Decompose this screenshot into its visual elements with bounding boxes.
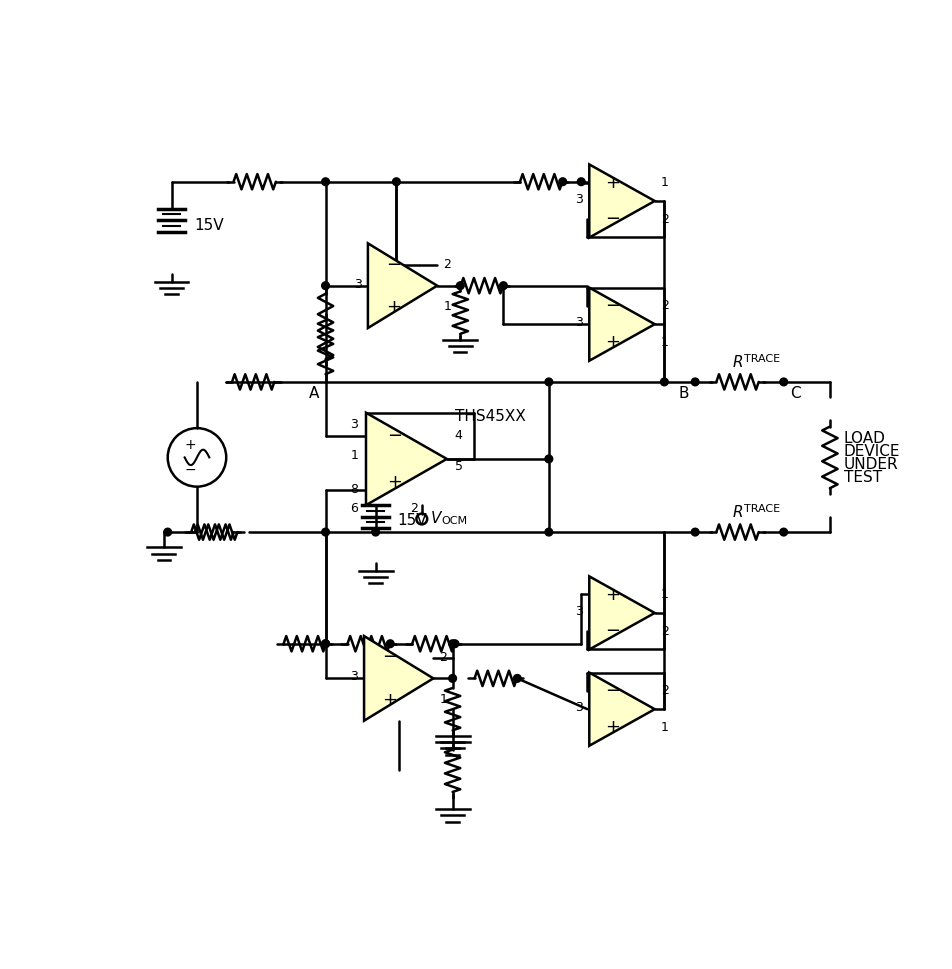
- Text: TRACE: TRACE: [743, 354, 779, 363]
- Polygon shape: [588, 577, 654, 649]
- Text: −: −: [185, 463, 196, 477]
- Text: −: −: [605, 210, 620, 229]
- Text: 3: 3: [575, 193, 583, 206]
- Text: 3: 3: [353, 278, 362, 291]
- Text: A: A: [308, 386, 319, 401]
- Text: LOAD: LOAD: [843, 430, 884, 446]
- Text: +: +: [605, 585, 620, 604]
- Text: 1: 1: [660, 588, 668, 601]
- Polygon shape: [366, 413, 446, 505]
- Circle shape: [690, 378, 698, 386]
- Polygon shape: [367, 243, 437, 328]
- Circle shape: [779, 528, 786, 536]
- Text: 1: 1: [443, 300, 450, 313]
- Circle shape: [392, 178, 400, 186]
- Circle shape: [577, 178, 585, 186]
- Text: R: R: [731, 356, 742, 370]
- Text: 3: 3: [575, 605, 583, 618]
- Circle shape: [779, 378, 786, 386]
- Text: 3: 3: [575, 316, 583, 329]
- Text: B: B: [678, 386, 688, 401]
- Circle shape: [448, 674, 456, 682]
- Text: 2: 2: [660, 625, 668, 638]
- Text: 6: 6: [350, 503, 358, 516]
- Text: +: +: [185, 438, 196, 453]
- Text: +: +: [605, 173, 620, 192]
- Text: −: −: [387, 426, 402, 445]
- Text: TEST: TEST: [843, 470, 881, 484]
- Text: +: +: [387, 473, 402, 491]
- Text: 2: 2: [439, 651, 446, 664]
- Text: UNDER: UNDER: [843, 456, 898, 472]
- Circle shape: [660, 378, 667, 386]
- Text: 2: 2: [660, 213, 668, 226]
- Circle shape: [545, 378, 552, 386]
- Circle shape: [322, 640, 329, 647]
- Text: 4: 4: [454, 429, 462, 442]
- Text: 15V: 15V: [194, 218, 224, 234]
- Polygon shape: [588, 672, 654, 746]
- Circle shape: [545, 455, 552, 463]
- Text: R: R: [731, 505, 742, 520]
- Text: THS45XX: THS45XX: [454, 409, 525, 424]
- Circle shape: [499, 282, 506, 290]
- Circle shape: [690, 528, 698, 536]
- Text: TRACE: TRACE: [743, 504, 779, 514]
- Text: V: V: [430, 512, 441, 526]
- Text: −: −: [382, 648, 397, 667]
- Text: +: +: [386, 297, 401, 316]
- Circle shape: [322, 178, 329, 186]
- Text: +: +: [382, 691, 397, 708]
- Text: OCM: OCM: [441, 516, 466, 526]
- Text: 2: 2: [660, 684, 668, 698]
- Text: +: +: [605, 333, 620, 352]
- Text: 8: 8: [350, 484, 358, 496]
- Text: DEVICE: DEVICE: [843, 444, 900, 458]
- Text: 2: 2: [660, 299, 668, 312]
- Text: 1: 1: [660, 721, 668, 734]
- Text: 3: 3: [350, 418, 358, 431]
- Text: C: C: [789, 386, 800, 401]
- Circle shape: [450, 640, 458, 647]
- Circle shape: [322, 282, 329, 290]
- Text: 3: 3: [575, 702, 583, 714]
- Text: −: −: [605, 622, 620, 641]
- Text: 1: 1: [660, 336, 668, 349]
- Text: −: −: [386, 256, 401, 273]
- Text: 2: 2: [409, 503, 418, 516]
- Circle shape: [558, 178, 566, 186]
- Circle shape: [448, 640, 456, 647]
- Text: 1: 1: [660, 176, 668, 189]
- Text: +: +: [605, 718, 620, 736]
- Text: 3: 3: [349, 671, 358, 683]
- Text: 1: 1: [439, 693, 446, 706]
- Text: 1: 1: [350, 449, 358, 461]
- Text: 2: 2: [443, 258, 450, 271]
- Text: −: −: [605, 297, 620, 315]
- Polygon shape: [588, 165, 654, 237]
- Circle shape: [322, 528, 329, 536]
- Circle shape: [545, 528, 552, 536]
- Circle shape: [513, 674, 521, 682]
- Circle shape: [164, 528, 171, 536]
- Text: 15V: 15V: [397, 513, 426, 528]
- Text: 5: 5: [454, 460, 462, 473]
- Polygon shape: [588, 288, 654, 360]
- Circle shape: [386, 640, 394, 647]
- Circle shape: [456, 282, 464, 290]
- Polygon shape: [364, 636, 433, 721]
- Circle shape: [371, 528, 379, 536]
- Circle shape: [322, 640, 329, 647]
- Text: −: −: [605, 682, 620, 700]
